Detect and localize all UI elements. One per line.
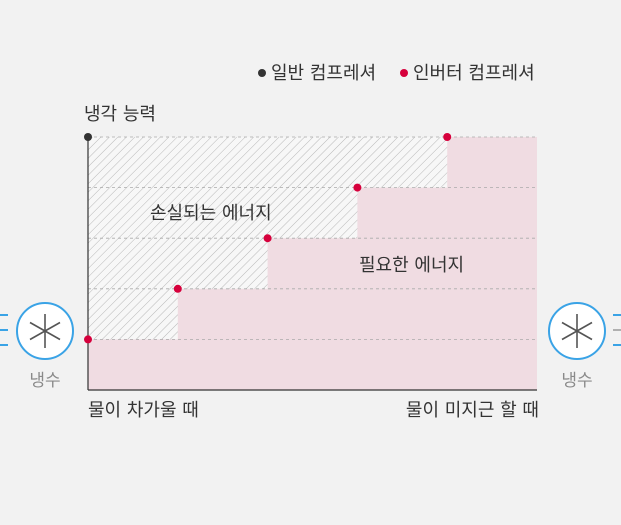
needed-step-5 <box>447 137 537 390</box>
x-end-label: 물이 미지근 할 때 <box>406 400 539 421</box>
legend-general-marker <box>258 69 266 77</box>
general-compressor-point <box>84 133 92 141</box>
legend: 일반 컴프레셔 인버터 컴프레셔 <box>258 63 535 84</box>
right-cold-water: 냉수 <box>548 302 621 391</box>
legend-inverter-marker <box>400 69 408 77</box>
gridlines <box>88 136 537 340</box>
right-cold-water-label: 냉수 <box>561 371 592 391</box>
inverter-points <box>84 133 452 344</box>
inverter-point-3 <box>263 234 272 243</box>
lost-energy-label: 손실되는 에너지 <box>150 203 272 224</box>
needed-energy-label: 필요한 에너지 <box>359 255 464 276</box>
inverter-point-4 <box>353 183 362 192</box>
legend-general-label: 일반 컴프레셔 <box>271 63 376 84</box>
legend-inverter-label: 인버터 컴프레셔 <box>413 63 535 84</box>
snowflake-icon <box>548 302 606 360</box>
inverter-point-2 <box>173 284 182 293</box>
inverter-point-5 <box>443 133 452 141</box>
left-cold-water-label: 냉수 <box>29 371 60 391</box>
left-cold-water: 냉수 <box>0 302 74 391</box>
x-start-label: 물이 차가울 때 <box>88 400 199 421</box>
snowflake-icon <box>16 302 74 360</box>
inverter-point-1 <box>84 335 92 344</box>
y-axis-label: 냉각 능력 <box>84 104 156 125</box>
needed-energy-steps <box>88 137 538 390</box>
